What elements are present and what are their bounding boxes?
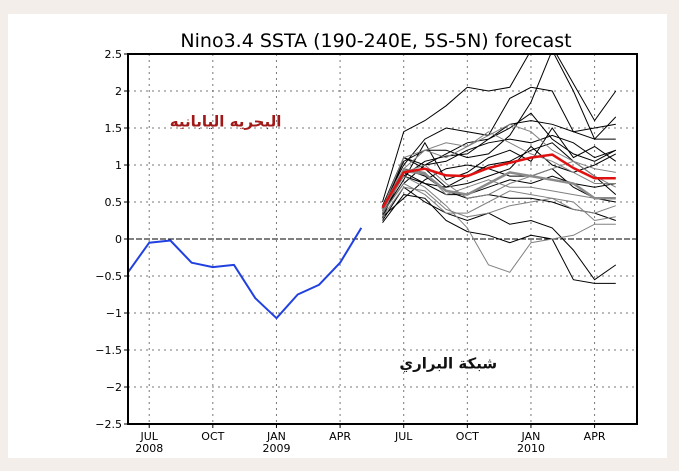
ensemble-member-line	[382, 168, 616, 210]
ensemble-mean-line	[381, 153, 616, 209]
watermark-text: البحريه اليابانيه	[170, 113, 282, 131]
chart-title: Nino3.4 SSTA (190-240E, 5S-5N) forecast	[180, 30, 571, 52]
ensemble-member-line	[382, 127, 617, 214]
chart-card	[8, 14, 667, 458]
y-axis: 2.5 2 1.5 1 0.5 0 −0.5 −1 −1.5 −2 −2.5	[95, 48, 128, 431]
x-tick-label: JAN	[521, 430, 541, 443]
ensemble-member-line	[382, 123, 616, 209]
ensemble-member-line	[382, 186, 617, 281]
x-tick-year-label: 2008	[135, 442, 163, 455]
ensemble-members	[381, 54, 617, 284]
y-tick-label: 1.5	[105, 122, 123, 135]
y-tick-label: −1	[106, 307, 122, 320]
ensemble-member-line	[382, 131, 616, 207]
annotations: البحريه اليابانيه شبكة البراري	[170, 113, 497, 374]
ensemble-member-line	[382, 175, 616, 210]
ensemble-member-line	[382, 175, 616, 273]
y-tick-label: 2.5	[105, 48, 123, 61]
observed-series	[128, 227, 363, 320]
y-tick-label: −0.5	[95, 270, 122, 283]
y-tick-label: 0.5	[105, 196, 123, 209]
ensemble-member-line	[382, 164, 616, 218]
x-tick-label: JUL	[394, 430, 413, 443]
x-tick-year-label: 2009	[262, 442, 290, 455]
y-tick-label: −2.5	[95, 418, 122, 431]
ensemble-member-line	[382, 182, 616, 214]
x-tick-label: OCT	[456, 430, 479, 443]
x-tick-label: APR	[329, 430, 351, 443]
ensemble-member-line	[382, 54, 617, 203]
ensemble-member-line	[382, 194, 616, 284]
ensemble-mean	[381, 153, 616, 209]
y-tick-label: −2	[106, 381, 122, 394]
ensemble-member-line	[382, 186, 616, 222]
ensemble-member-line	[382, 54, 616, 210]
ensemble-member-line	[382, 160, 617, 213]
y-tick-label: −1.5	[95, 344, 122, 357]
ensemble-member-line	[382, 112, 617, 206]
y-tick-label: 1	[115, 159, 122, 172]
ensemble-member-line	[382, 134, 616, 214]
x-tick-label: JAN	[266, 430, 286, 443]
x-tick-label: JUL	[139, 430, 158, 443]
x-tick-label: OCT	[201, 430, 224, 443]
ensemble-member-line	[382, 86, 617, 206]
y-tick-label: 2	[115, 85, 122, 98]
ensemble-thick-gray-line	[381, 169, 616, 211]
x-tick-label: APR	[584, 430, 606, 443]
y-tick-label: 0	[115, 233, 122, 246]
grid	[128, 54, 637, 424]
watermark-text: شبكة البراري	[399, 355, 497, 374]
x-tick-year-label: 2010	[517, 442, 545, 455]
observed-line	[128, 227, 363, 320]
